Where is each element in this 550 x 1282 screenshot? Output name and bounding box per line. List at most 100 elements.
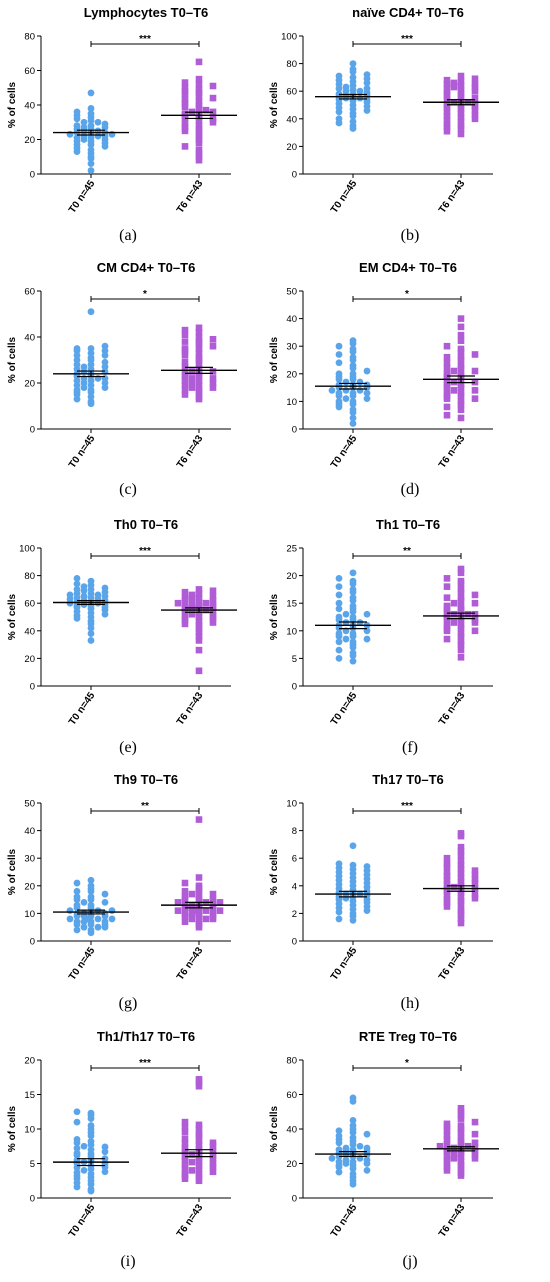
t0-data-point (335, 115, 343, 123)
y-tick-label: 60 (24, 599, 35, 610)
t0-data-point (349, 337, 357, 345)
panel-letter: (h) (401, 995, 420, 1012)
t0-data-point (349, 861, 357, 869)
t6-data-point (181, 1148, 189, 1156)
t0-data-point (87, 167, 95, 174)
t6-data-point (174, 899, 182, 906)
t6-data-point (181, 124, 189, 131)
t0-data-point (335, 370, 343, 378)
t6-data-point (195, 602, 203, 610)
t6-data-point (188, 1151, 196, 1158)
t6-data-point (457, 638, 465, 646)
t6-data-point (457, 830, 465, 837)
t6-data-point (450, 619, 458, 626)
t6-data-point (181, 1135, 189, 1142)
t0-data-point (342, 83, 350, 91)
t6-data-point (188, 379, 196, 387)
chart-panel: naïve CD4+ T0–T6 % of cells 0 20 40 60 80 100 T0… (269, 5, 499, 244)
t6-data-point (181, 1128, 189, 1136)
y-tick-label: 20 (24, 1056, 35, 1067)
significance-label: *** (139, 1058, 151, 1069)
t0-data-point (349, 406, 357, 414)
t0-data-point (73, 887, 81, 895)
chart-panel: Th1 T0–T6 % of cells 0 5 10 15 20 25 T0 n=45 T6 n… (269, 517, 499, 756)
t0-data-point (101, 1168, 109, 1176)
t0-data-point (356, 386, 364, 394)
t0-data-point (349, 420, 357, 427)
x-category-label: T0 n=45 (329, 178, 360, 215)
t6-data-point (195, 586, 203, 593)
t6-data-point (181, 103, 189, 111)
t6-data-point (443, 594, 451, 601)
t6-data-point (457, 1129, 465, 1136)
t6-data-point (471, 610, 479, 618)
t6-data-point (457, 878, 465, 885)
t6-data-point (450, 883, 458, 891)
t6-data-point (443, 1127, 451, 1135)
t6-data-point (181, 620, 189, 628)
t0-data-point (87, 876, 95, 884)
t0-data-point (101, 120, 109, 128)
t6-data-point (181, 377, 189, 384)
chart-panel: CM CD4+ T0–T6 % of cells 0 20 40 60 T0 n=45 T6 … (7, 260, 237, 498)
t0-data-point (335, 1127, 343, 1135)
t6-data-point (443, 602, 451, 610)
t6-data-point (195, 1082, 203, 1090)
t0-data-point (356, 1142, 364, 1150)
y-axis-label: % of cells (7, 1106, 18, 1153)
t6-data-point (195, 667, 203, 675)
t6-data-point (188, 1167, 196, 1174)
t6-data-point (457, 1158, 465, 1166)
chart-title: RTE Treg T0–T6 (359, 1029, 457, 1044)
t0-data-point (73, 586, 81, 593)
t0-data-point (87, 882, 95, 890)
t6-data-point (216, 907, 224, 914)
y-tick-label: 20 (286, 571, 297, 582)
t6-data-point (174, 599, 182, 607)
chart-title: Th1 T0–T6 (376, 517, 440, 532)
t0-data-point (108, 907, 116, 915)
t0-data-point (73, 926, 81, 934)
t6-data-point (195, 816, 203, 823)
t6-data-point (195, 633, 203, 640)
y-axis-label: % of cells (269, 337, 280, 384)
significance-label: ** (141, 801, 149, 812)
t6-data-point (443, 81, 451, 88)
t6-data-point (209, 910, 217, 917)
t6-data-point (202, 907, 210, 914)
t0-data-point (356, 87, 364, 95)
y-tick-label: 20 (24, 379, 35, 390)
t6-data-point (443, 903, 451, 910)
t6-data-point (471, 1118, 479, 1126)
x-category-label: T0 n=45 (329, 433, 360, 470)
t0-data-point (342, 1156, 350, 1164)
t6-data-point (457, 315, 465, 322)
t6-data-point (471, 890, 479, 898)
t0-data-point (335, 915, 343, 923)
t6-data-point (457, 1108, 465, 1116)
t0-data-point (335, 1168, 343, 1176)
t6-data-point (457, 78, 465, 85)
t0-data-point (335, 605, 343, 613)
t0-data-point (349, 586, 357, 593)
t6-data-point (471, 879, 479, 887)
t6-data-point (457, 1125, 465, 1133)
y-tick-label: 6 (292, 854, 297, 865)
t6-data-point (471, 867, 479, 874)
t6-data-point (471, 107, 479, 114)
t6-data-point (181, 888, 189, 895)
t0-data-point (87, 893, 95, 901)
t0-data-point (87, 1122, 95, 1129)
t0-data-point (73, 1108, 81, 1116)
t0-data-point (73, 1169, 81, 1176)
t0-data-point (94, 591, 102, 599)
significance-label: * (143, 289, 147, 300)
t0-data-point (73, 580, 81, 588)
t0-data-point (349, 613, 357, 621)
t0-data-point (335, 574, 343, 582)
t6-data-point (450, 1151, 458, 1159)
t6-data-point (181, 79, 189, 86)
t0-data-point (335, 359, 343, 367)
t6-data-point (443, 868, 451, 876)
panel-letter: (e) (119, 739, 137, 756)
